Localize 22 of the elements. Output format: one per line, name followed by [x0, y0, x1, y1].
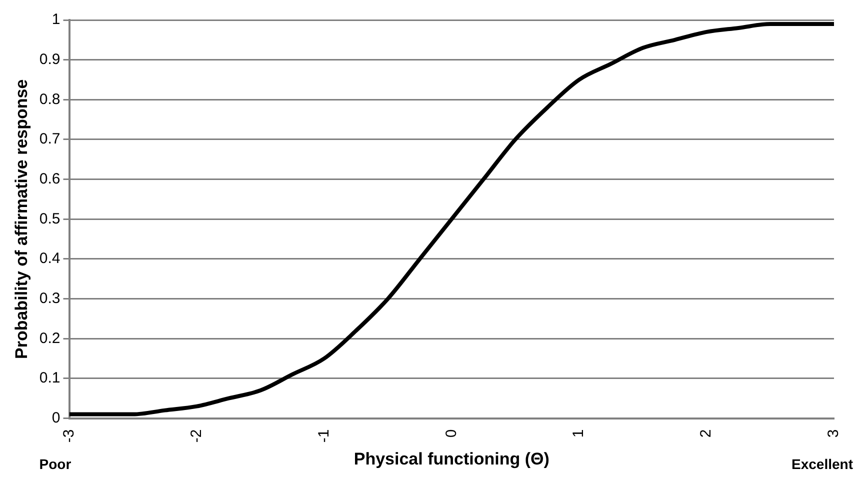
y-axis-title: Probability of affirmative response [12, 79, 31, 359]
y-tick-label: 0.8 [39, 90, 60, 108]
y-tick-label: 0.5 [39, 210, 60, 228]
x-tick-label: -2 [188, 429, 205, 443]
y-tick-label: 0.3 [39, 290, 60, 307]
x-tick-label: 0 [442, 429, 460, 438]
x-tick-label: 2 [698, 429, 715, 438]
text: Poor [39, 456, 72, 472]
text: Excellent [792, 456, 854, 472]
y-tick-label: 1 [52, 11, 60, 28]
y-tick-label: 0.1 [39, 370, 60, 387]
y-tick-label: 0.6 [39, 170, 60, 188]
y-tick-label: 0 [52, 409, 60, 426]
x-tick-label: 1 [570, 429, 588, 438]
y-tick-label: 0.7 [39, 130, 60, 148]
y-tick-label: 0.2 [39, 330, 60, 347]
y-tick-label: 0.4 [39, 250, 60, 268]
x-tick-label: -3 [60, 429, 78, 443]
x-tick-label: -1 [315, 429, 332, 443]
x-tick-label: 3 [825, 429, 842, 438]
x-axis-title: Physical functioning (Θ) [354, 449, 550, 468]
y-tick-label: 0.9 [39, 50, 60, 68]
